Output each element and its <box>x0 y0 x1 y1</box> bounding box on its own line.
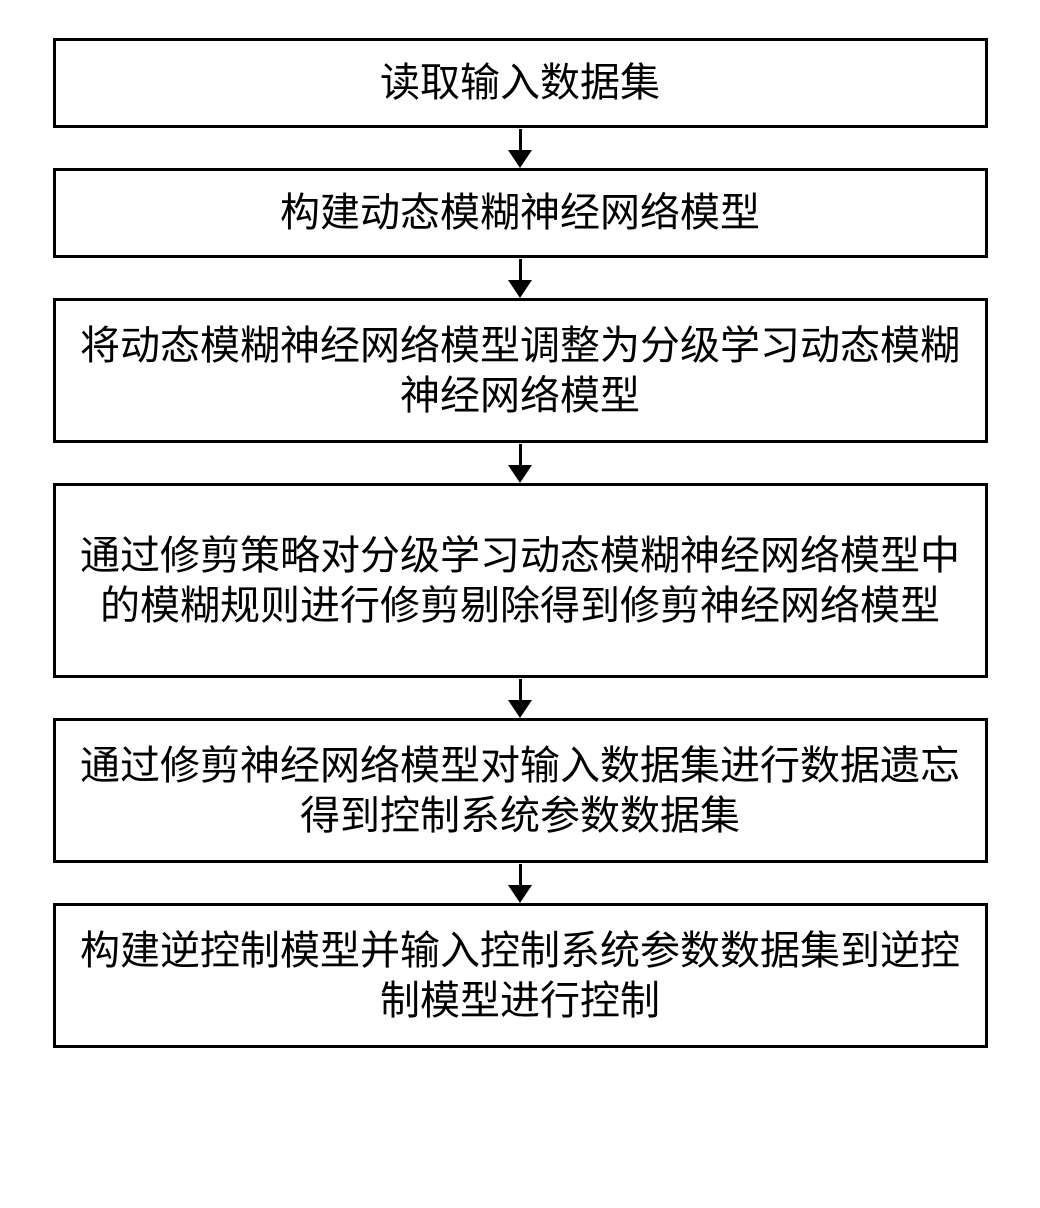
arrow-line <box>519 864 522 886</box>
flowchart-step-1: 读取输入数据集 <box>53 38 988 128</box>
flowchart-arrow <box>508 863 532 903</box>
flowchart-step-4: 通过修剪策略对分级学习动态模糊神经网络模型中的模糊规则进行修剪剔除得到修剪神经网… <box>53 483 988 678</box>
arrow-head-icon <box>508 465 532 483</box>
flowchart-step-label: 构建逆控制模型并输入控制系统参数数据集到逆控制模型进行控制 <box>80 926 961 1026</box>
flowchart-container: 读取输入数据集构建动态模糊神经网络模型将动态模糊神经网络模型调整为分级学习动态模… <box>0 38 1040 1048</box>
arrow-head-icon <box>508 150 532 168</box>
flowchart-step-3: 将动态模糊神经网络模型调整为分级学习动态模糊神经网络模型 <box>53 298 988 443</box>
flowchart-step-label: 构建动态模糊神经网络模型 <box>280 188 760 238</box>
flowchart-step-label: 读取输入数据集 <box>380 58 660 108</box>
flowchart-arrow <box>508 128 532 168</box>
flowchart-step-6: 构建逆控制模型并输入控制系统参数数据集到逆控制模型进行控制 <box>53 903 988 1048</box>
flowchart-arrow <box>508 258 532 298</box>
arrow-line <box>519 444 522 466</box>
arrow-line <box>519 679 522 701</box>
flowchart-step-2: 构建动态模糊神经网络模型 <box>53 168 988 258</box>
arrow-line <box>519 129 522 151</box>
flowchart-step-5: 通过修剪神经网络模型对输入数据集进行数据遗忘得到控制系统参数数据集 <box>53 718 988 863</box>
flowchart-arrow <box>508 678 532 718</box>
arrow-line <box>519 259 522 281</box>
arrow-head-icon <box>508 700 532 718</box>
flowchart-step-label: 将动态模糊神经网络模型调整为分级学习动态模糊神经网络模型 <box>80 321 961 421</box>
flowchart-step-label: 通过修剪策略对分级学习动态模糊神经网络模型中的模糊规则进行修剪剔除得到修剪神经网… <box>80 531 961 631</box>
arrow-head-icon <box>508 885 532 903</box>
flowchart-step-label: 通过修剪神经网络模型对输入数据集进行数据遗忘得到控制系统参数数据集 <box>80 741 961 841</box>
flowchart-arrow <box>508 443 532 483</box>
arrow-head-icon <box>508 280 532 298</box>
